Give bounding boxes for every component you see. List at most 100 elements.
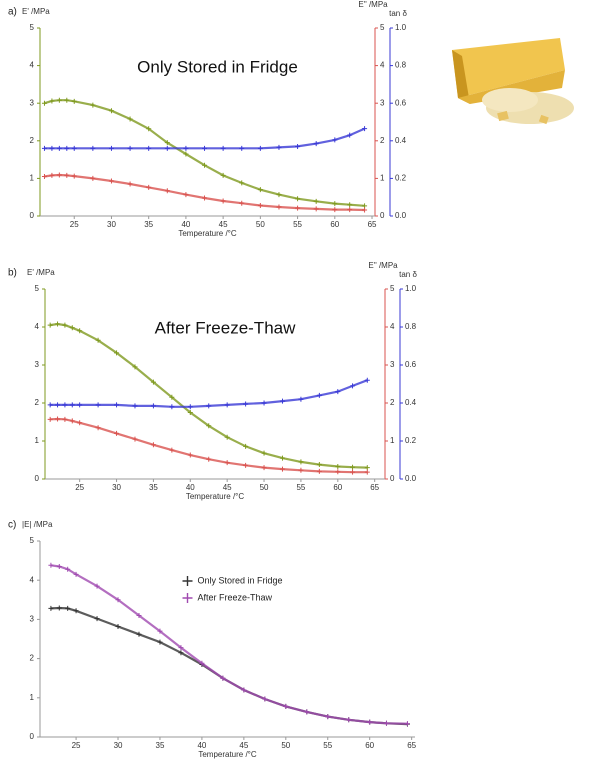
data-point: [261, 465, 267, 471]
y-tick-label: 0: [30, 211, 35, 220]
data-point: [62, 416, 68, 422]
x-tick-label: 45: [219, 220, 228, 229]
x-tick-label: 50: [260, 483, 269, 492]
panel-label: b): [8, 268, 17, 279]
data-point: [298, 459, 304, 465]
y-tick-label: 4: [35, 322, 40, 331]
data-point: [77, 402, 83, 408]
data-point: [206, 403, 212, 409]
data-point: [199, 660, 205, 666]
data-point: [350, 383, 356, 389]
data-point: [132, 364, 138, 370]
data-point: [313, 206, 319, 212]
x-tick-label: 25: [72, 741, 81, 750]
data-point: [136, 631, 142, 637]
data-point: [69, 325, 75, 331]
data-point: [114, 402, 120, 408]
data-point: [164, 145, 170, 151]
data-point: [146, 145, 152, 151]
data-point: [178, 650, 184, 656]
x-tick-label: 55: [323, 741, 332, 750]
data-point: [220, 198, 226, 204]
y-tick-label: 5: [390, 284, 395, 293]
data-point: [56, 172, 62, 178]
data-point: [55, 416, 61, 422]
legend-marker: [182, 593, 193, 603]
data-point: [65, 605, 71, 611]
x-tick-label: 30: [114, 741, 123, 750]
data-point: [347, 202, 353, 208]
data-point: [169, 447, 175, 453]
y-tick-label: 0.0: [405, 474, 417, 483]
data-point: [332, 207, 338, 213]
data-point: [115, 623, 121, 629]
y-tick-label: 2: [380, 136, 385, 145]
data-point: [114, 430, 120, 436]
x-tick-label: 50: [281, 741, 290, 750]
y-tick-label: 3: [390, 360, 395, 369]
data-point: [224, 434, 230, 440]
data-point: [362, 207, 368, 213]
data-point: [41, 174, 47, 180]
y-tick-label: 0.4: [395, 136, 407, 145]
panel-label: a): [8, 7, 17, 18]
data-point: [279, 466, 285, 472]
y-tick-label: 0: [30, 732, 35, 741]
y-tick-label: 0: [390, 474, 395, 483]
y-tick-label: 0.2: [395, 174, 407, 183]
data-point: [224, 402, 230, 408]
y3-axis-label: E'' /MPa: [358, 0, 388, 9]
data-point: [56, 145, 62, 151]
data-point: [279, 398, 285, 404]
data-point: [114, 350, 120, 356]
data-point: [56, 97, 62, 103]
data-point: [276, 192, 282, 198]
x-tick-label: 25: [75, 483, 84, 492]
data-point: [383, 720, 389, 726]
y-tick-label: 0.6: [405, 360, 417, 369]
data-point: [150, 403, 156, 409]
x-tick-label: 60: [365, 741, 374, 750]
cheese-chunk: [538, 114, 549, 125]
x-tick-label: 55: [293, 220, 302, 229]
x-tick-label: 45: [223, 483, 232, 492]
data-point: [364, 469, 370, 475]
series-line: [44, 99, 365, 207]
data-point: [346, 717, 352, 723]
data-point: [55, 402, 61, 408]
data-point: [325, 714, 331, 720]
series-line: [50, 564, 408, 725]
data-point: [69, 402, 75, 408]
data-point: [71, 98, 77, 104]
y-tick-label: 1: [30, 693, 35, 702]
annotation: After Freeze-Thaw: [155, 318, 296, 337]
y3-axis-label: E'' /MPa: [368, 261, 398, 270]
data-point: [62, 402, 68, 408]
legend-label: Only Stored in Fridge: [198, 575, 283, 585]
y-tick-label: 3: [380, 98, 385, 107]
data-point: [362, 126, 368, 132]
data-point: [239, 200, 245, 206]
x-tick-label: 40: [186, 483, 195, 492]
y-tick-label: 1: [35, 436, 40, 445]
cheese-top: [452, 38, 565, 98]
y-tick-label: 4: [390, 322, 395, 331]
data-point: [136, 612, 142, 618]
x-tick-label: 65: [370, 483, 379, 492]
data-point: [295, 143, 301, 149]
data-point: [224, 460, 230, 466]
y-tick-label: 1.0: [395, 23, 407, 32]
data-point: [261, 400, 267, 406]
data-point: [90, 175, 96, 181]
data-point: [241, 687, 247, 693]
y-tick-label: 0.8: [395, 61, 407, 70]
data-point: [157, 639, 163, 645]
data-point: [150, 379, 156, 385]
y-tick-label: 5: [380, 23, 385, 32]
data-point: [350, 469, 356, 475]
x-axis-label: Temperature /°C: [186, 492, 245, 501]
data-point: [71, 173, 77, 179]
data-point: [56, 563, 62, 569]
y-tick-label: 5: [30, 23, 35, 32]
